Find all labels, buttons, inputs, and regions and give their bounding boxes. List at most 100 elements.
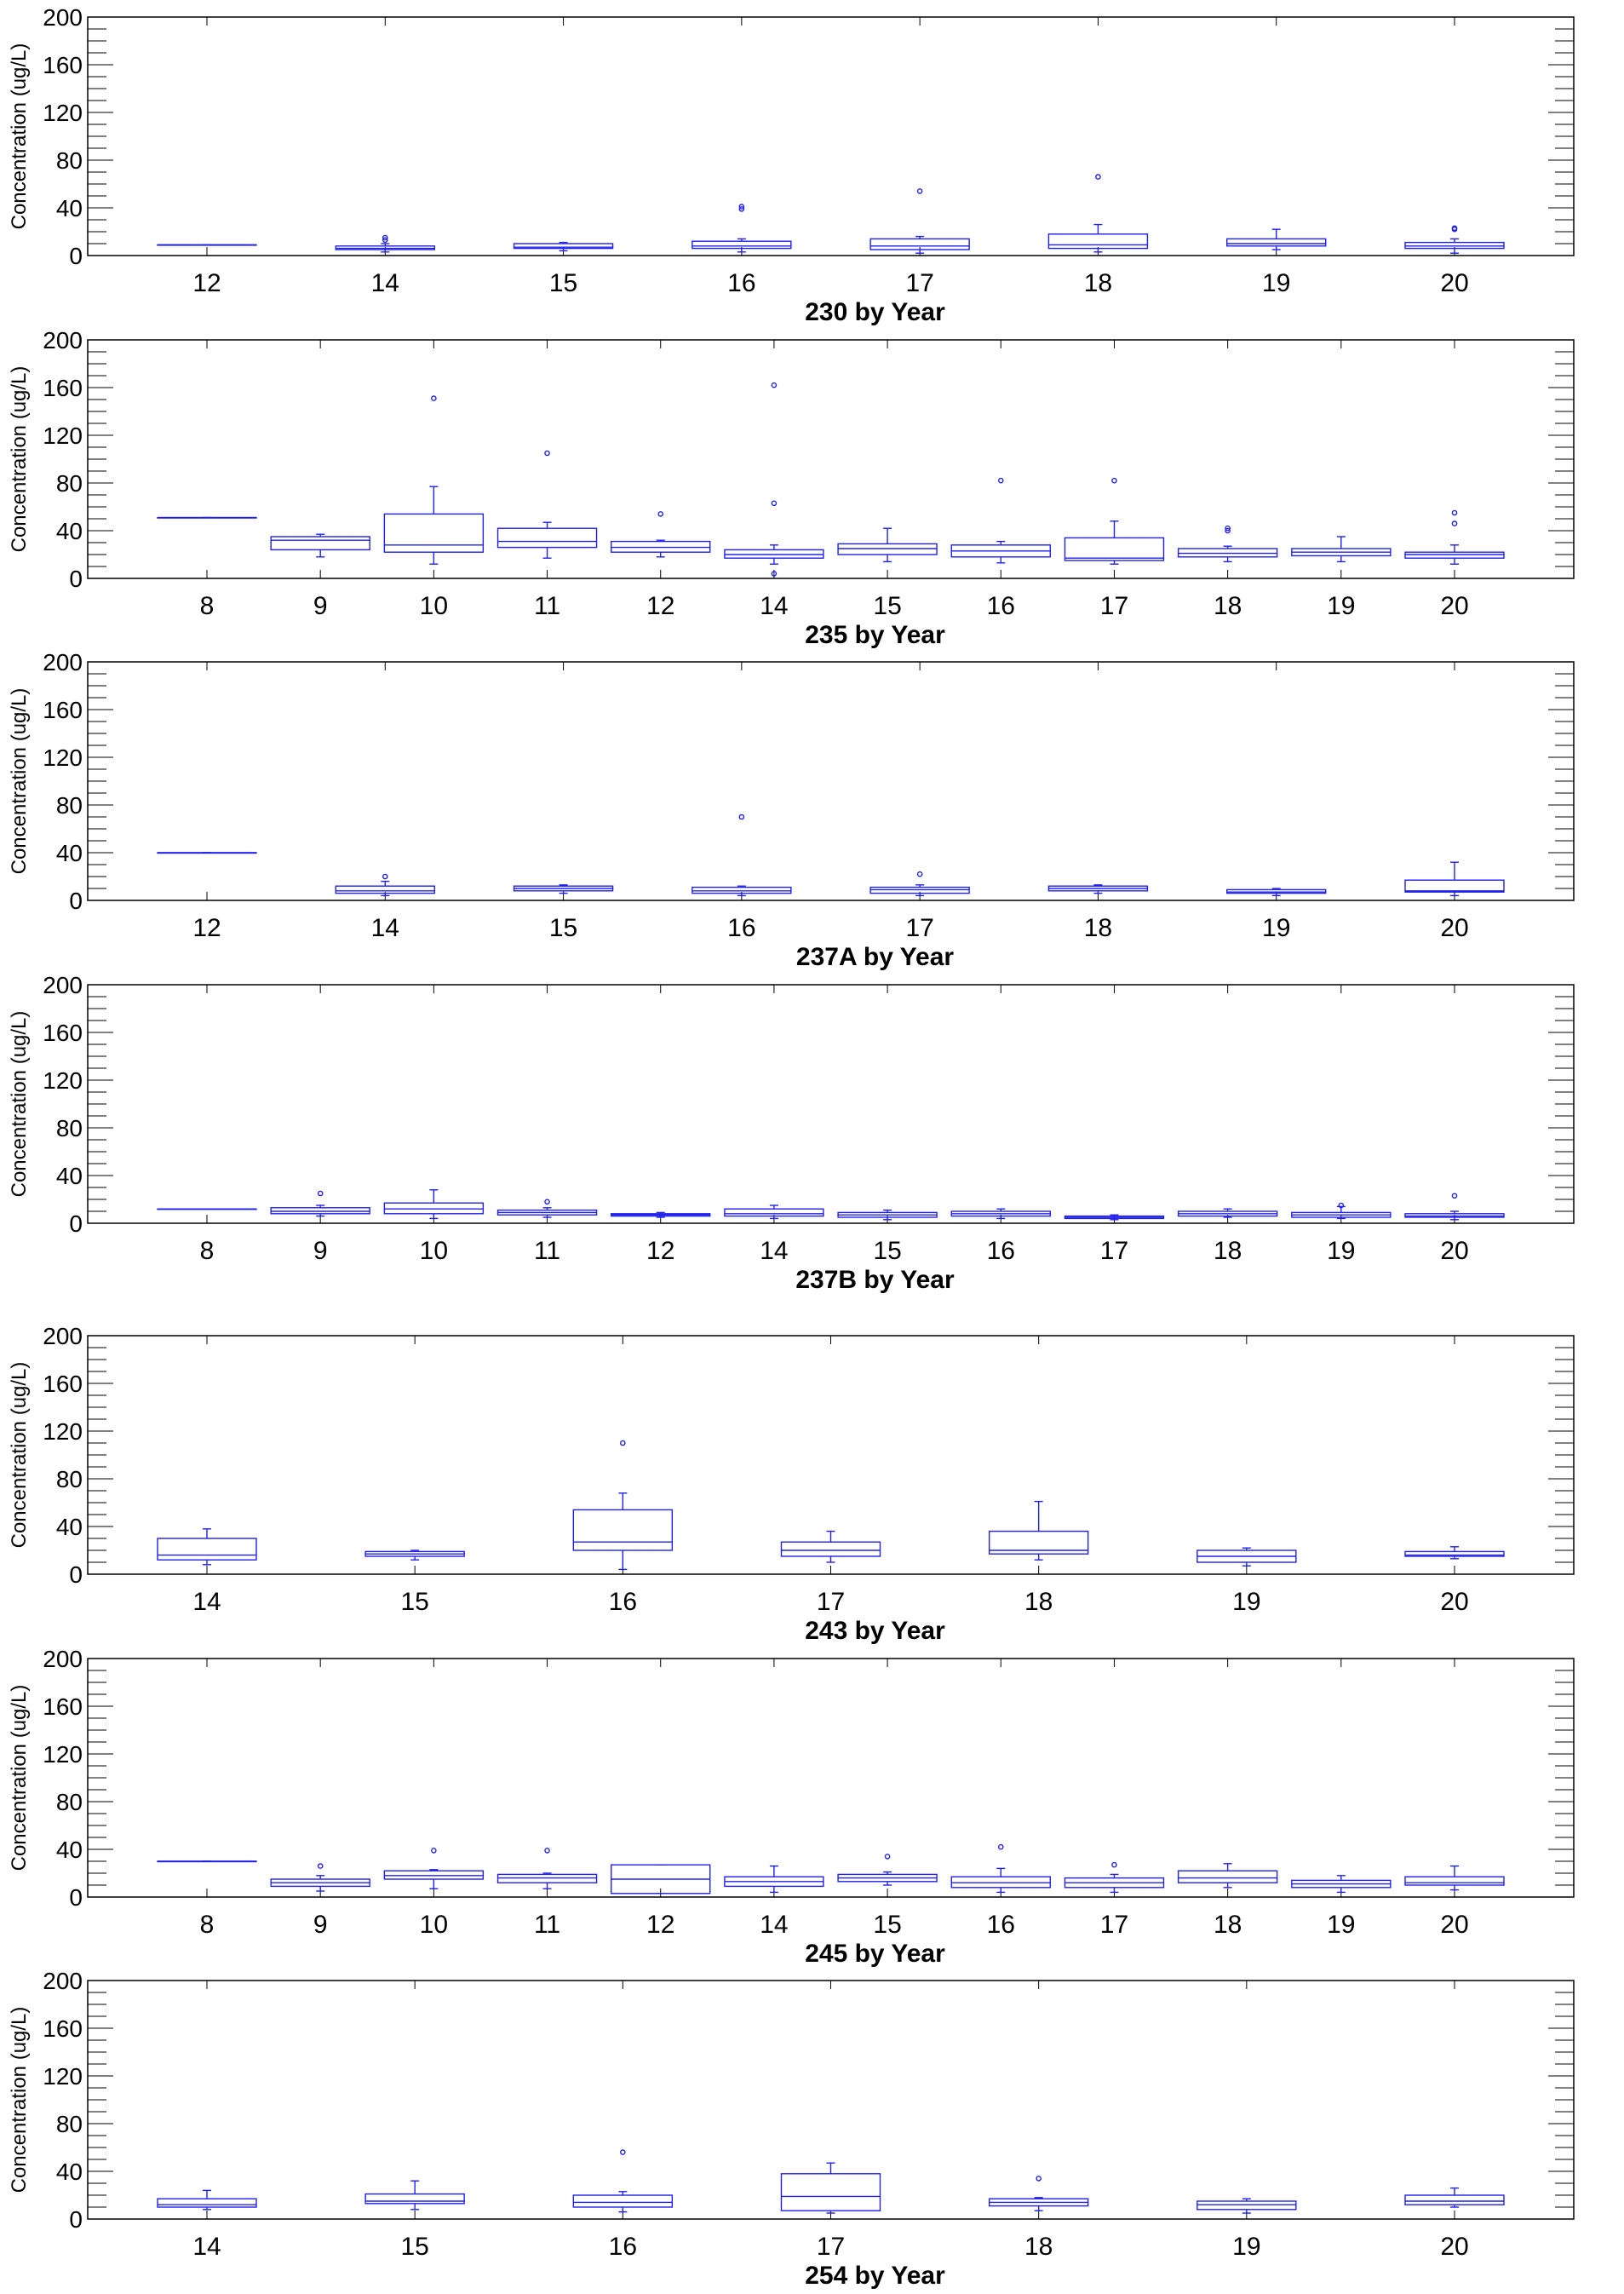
box-body (496, 527, 598, 549)
box-20 (1404, 509, 1505, 565)
outlier-point (620, 1440, 626, 1446)
plot-frame (87, 16, 1575, 256)
box-17 (780, 1530, 881, 1563)
box-14 (335, 873, 435, 897)
x-tick-label: 18 (1214, 1911, 1242, 1939)
panel-3: 0 40 80 120 160 200 Concentration (ug/L) 8 9 10 11… (8, 972, 1575, 1294)
x-tick-label: 19 (1262, 269, 1290, 297)
x-tick-label: 14 (760, 1911, 788, 1939)
x-tick-label: 17 (905, 914, 933, 942)
box-19 (1226, 888, 1327, 897)
outlier-point (1338, 1202, 1345, 1209)
x-tick-label: 16 (987, 1237, 1015, 1265)
y-tick-label: 120 (43, 2063, 83, 2090)
outlier-point (1451, 509, 1458, 516)
x-tick-label: 20 (1440, 269, 1468, 297)
plot-frame (87, 661, 1575, 901)
outlier-point (771, 382, 778, 388)
x-tick-label: 16 (727, 914, 755, 942)
y-tick-label: 40 (56, 195, 83, 221)
x-tick-label: 8 (200, 1237, 215, 1265)
y-tick-label: 160 (43, 1020, 83, 1046)
y-tick-label: 80 (56, 2111, 83, 2137)
box-12 (611, 511, 711, 558)
outlier-point (771, 500, 778, 507)
box-18 (1177, 1208, 1278, 1218)
x-tick-label: 14 (192, 1588, 221, 1616)
panel-0: 0 40 80 120 160 200 Concentration (ug/L) 12 14 15… (8, 4, 1575, 326)
outlier-point (997, 1843, 1004, 1850)
box-18 (988, 1500, 1089, 1561)
x-tick-label: 19 (1262, 914, 1290, 942)
y-tick-label: 40 (56, 518, 83, 544)
box-12 (611, 1864, 711, 1894)
box-body (157, 2198, 257, 2208)
x-tick-label: 11 (534, 1911, 560, 1939)
plot-frame (87, 984, 1575, 1224)
y-tick-label: 0 (69, 2206, 83, 2233)
box-11 (496, 1848, 598, 1889)
plot-frame (87, 1658, 1575, 1898)
y-tick-label: 80 (56, 1789, 83, 1815)
outlier-point (1225, 527, 1231, 534)
box-body (1226, 238, 1327, 247)
panel-title: 230 by Year (805, 298, 945, 326)
outlier-point (884, 1854, 891, 1860)
y-axis-label: Concentration (ug/L) (8, 1362, 31, 1549)
outlier-point (997, 477, 1004, 484)
outlier-point (738, 204, 745, 210)
y-tick-label: 40 (56, 2159, 83, 2185)
x-tick-label: 11 (534, 592, 560, 620)
y-tick-label: 0 (69, 243, 83, 269)
x-tick-label: 17 (817, 2233, 845, 2261)
x-tick-label: 10 (420, 1911, 448, 1939)
box-19 (1291, 1202, 1392, 1220)
x-tick-label: 12 (646, 1237, 674, 1265)
y-tick-label: 120 (43, 1418, 83, 1445)
box-20 (1404, 1865, 1505, 1891)
x-tick-label: 19 (1232, 1588, 1260, 1616)
box-15 (364, 1549, 465, 1561)
outlier-point (382, 234, 388, 241)
box-20 (1404, 861, 1505, 897)
y-tick-label: 40 (56, 1163, 83, 1189)
outlier-point (916, 188, 923, 194)
y-tick-label: 0 (69, 566, 83, 592)
x-tick-label: 15 (549, 269, 577, 297)
outlier-point (382, 873, 388, 880)
outlier-point (317, 1863, 324, 1869)
x-tick-label: 12 (192, 269, 221, 297)
box-19 (1196, 2198, 1297, 2214)
box-19 (1226, 228, 1327, 250)
y-tick-label: 160 (43, 1693, 83, 1720)
box-16 (572, 1440, 674, 1571)
box-8 (157, 1208, 257, 1210)
x-tick-label: 17 (1100, 592, 1128, 620)
outlier-point (620, 2149, 626, 2155)
x-tick-label: 16 (609, 1588, 637, 1616)
box-body (157, 1538, 257, 1561)
box-16 (950, 1208, 1051, 1220)
box-9 (270, 1190, 370, 1217)
box-11 (496, 1199, 598, 1218)
x-tick-label: 8 (200, 1911, 215, 1939)
box-body (1404, 2194, 1505, 2205)
y-tick-label: 200 (43, 1646, 83, 1672)
x-tick-label: 17 (1100, 1237, 1128, 1265)
y-tick-label: 200 (43, 1968, 83, 1994)
x-tick-label: 18 (1084, 269, 1112, 297)
box-17 (1064, 1861, 1165, 1894)
box-15 (364, 2180, 465, 2211)
panel-title: 245 by Year (805, 1940, 945, 1968)
panel-title: 235 by Year (805, 621, 945, 649)
x-tick-label: 11 (534, 1237, 560, 1265)
panel-5: 0 40 80 120 160 200 Concentration (ug/L) 8 9 10 11… (8, 1646, 1575, 1968)
y-axis-label: Concentration (ug/L) (8, 366, 31, 553)
box-body (1404, 1876, 1505, 1886)
x-tick-label: 18 (1214, 1237, 1242, 1265)
x-tick-label: 12 (646, 592, 674, 620)
x-tick-label: 15 (400, 2233, 428, 2261)
box-14 (157, 2189, 257, 2211)
y-axis-label: Concentration (ug/L) (8, 1685, 31, 1871)
